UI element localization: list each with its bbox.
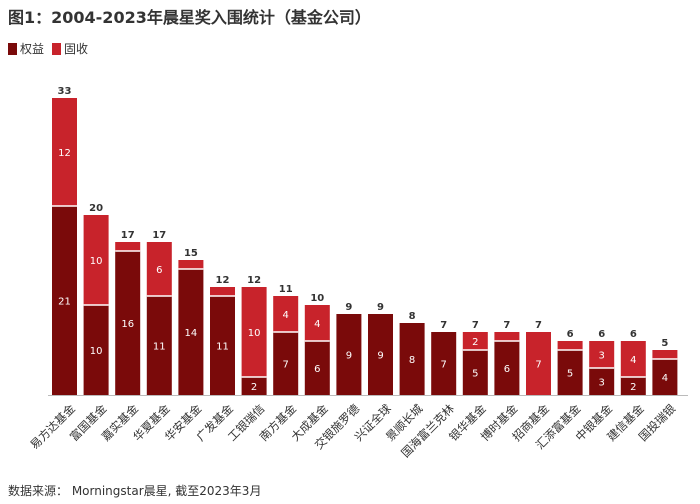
legend-item-equity: 权益 (8, 40, 44, 57)
data-label-total: 9 (345, 302, 352, 313)
data-label-equity: 5 (567, 369, 573, 380)
bar-equity (431, 332, 457, 395)
bar-equity (52, 206, 77, 395)
bar-equity (304, 341, 330, 395)
data-label-total: 11 (279, 284, 293, 295)
bar-fixed-income (494, 332, 520, 341)
data-label-equity: 4 (662, 373, 668, 384)
data-label-fixed-income: 10 (248, 328, 261, 339)
bar-equity (399, 323, 425, 395)
bar-equity (241, 377, 267, 395)
data-label-total: 7 (472, 320, 479, 331)
bar-fixed-income (83, 215, 109, 305)
bar-fixed-income (146, 242, 172, 296)
bar-equity (652, 359, 678, 395)
data-label-equity: 7 (283, 360, 289, 371)
legend-swatch-fixed-income (52, 42, 62, 55)
bar-fixed-income (557, 341, 583, 350)
bar-equity (368, 314, 393, 395)
data-label-equity: 6 (314, 364, 320, 375)
data-label-fixed-income: 7 (535, 360, 541, 371)
data-label-total: 6 (567, 329, 574, 340)
data-label-equity: 2 (251, 382, 257, 393)
legend-swatch-equity (8, 42, 17, 55)
data-label-fixed-income: 4 (630, 355, 636, 366)
data-label-fixed-income: 4 (314, 319, 320, 330)
data-label-total: 7 (503, 320, 510, 331)
data-label-equity: 10 (90, 346, 103, 357)
bar-equity (210, 296, 235, 395)
chart-title: 图1：2004-2023年晨星奖入围统计（基金公司） (8, 8, 371, 27)
legend-label-equity: 权益 (20, 42, 45, 56)
bar-fixed-income (178, 260, 204, 269)
data-label-total: 12 (247, 275, 261, 286)
data-label-fixed-income: 3 (599, 351, 605, 362)
data-label-equity: 3 (599, 378, 605, 389)
data-label-equity: 2 (630, 382, 636, 393)
source-note: 数据来源： Morningstar晨星, 截至2023年3月 (8, 484, 262, 498)
bar-fixed-income (241, 287, 267, 377)
legend: 权益 固收 (8, 40, 96, 57)
data-label-total: 12 (216, 275, 230, 286)
data-label-fixed-income: 6 (156, 265, 162, 276)
data-label-total: 9 (377, 302, 384, 313)
bar-fixed-income (620, 341, 646, 377)
bar-equity (115, 251, 141, 395)
data-label-total: 7 (535, 320, 542, 331)
data-label-equity: 11 (216, 342, 229, 353)
data-label-total: 20 (89, 203, 103, 214)
bar-equity (83, 305, 109, 395)
bar-equity (462, 350, 488, 395)
bar-equity (336, 314, 362, 395)
data-label-fixed-income: 4 (283, 310, 289, 321)
bar-equity (494, 341, 520, 395)
data-label-total: 6 (598, 329, 605, 340)
data-label-equity: 16 (121, 319, 134, 330)
legend-label-fixed-income: 固收 (64, 42, 89, 56)
bar-equity (178, 269, 204, 395)
data-label-equity: 9 (346, 351, 352, 362)
data-label-total: 17 (152, 230, 166, 241)
data-label-total: 5 (661, 338, 668, 349)
bar-fixed-income (526, 332, 551, 395)
data-label-total: 10 (310, 293, 324, 304)
data-label-equity: 9 (377, 351, 383, 362)
data-label-fixed-income: 10 (90, 256, 103, 267)
bar-equity (146, 296, 172, 395)
data-label-equity: 7 (441, 360, 447, 371)
data-label-equity: 11 (153, 342, 166, 353)
data-label-equity: 5 (472, 369, 478, 380)
bar-equity (557, 350, 583, 395)
data-label-fixed-income: 12 (58, 148, 71, 159)
bar-fixed-income (210, 287, 235, 296)
data-label-equity: 8 (409, 355, 415, 366)
data-label-equity: 21 (58, 297, 71, 308)
bar-fixed-income (273, 296, 299, 332)
bar-fixed-income (304, 305, 330, 341)
legend-item-fixed-income: 固收 (52, 40, 88, 57)
bar-fixed-income (589, 341, 615, 368)
data-label-total: 6 (630, 329, 637, 340)
data-label-total: 15 (184, 248, 198, 259)
bar-fixed-income (652, 350, 678, 359)
category-tick-label: 易方达基金 (27, 401, 78, 452)
data-label-total: 8 (409, 311, 416, 322)
data-label-fixed-income: 2 (472, 337, 478, 348)
data-label-total: 33 (58, 86, 72, 97)
data-label-total: 17 (121, 230, 135, 241)
bar-chart: 211233易方达基金101020富国基金1617嘉实基金11617华夏基金14… (27, 86, 688, 460)
data-label-total: 7 (440, 320, 447, 331)
bar-equity (273, 332, 299, 395)
bar-equity (620, 377, 646, 395)
bar-fixed-income (52, 98, 77, 206)
bar-equity (589, 368, 615, 395)
bar-fixed-income (462, 332, 488, 350)
data-label-equity: 6 (504, 364, 510, 375)
bar-fixed-income (115, 242, 141, 251)
data-label-equity: 14 (185, 328, 198, 339)
